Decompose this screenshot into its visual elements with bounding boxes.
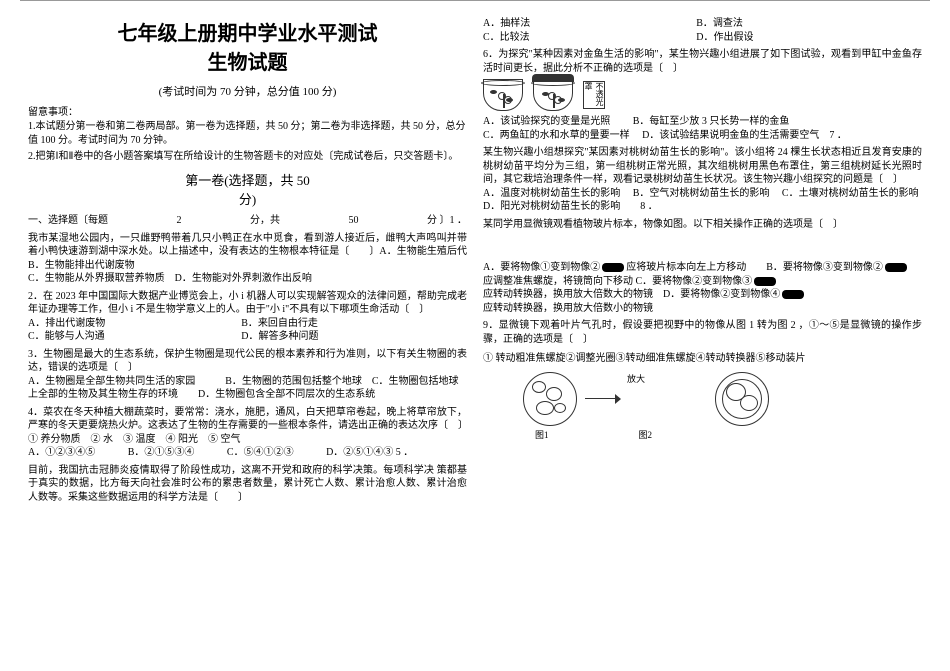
cell-icon	[726, 383, 746, 401]
stem-row: 一、选择题〔每题 2 分，共 50 分 〕1 ．	[28, 214, 467, 228]
q2-d: D．解答多种问题	[241, 330, 452, 344]
cell-icon	[532, 381, 546, 393]
cell-icon	[546, 387, 562, 401]
q4-b: B．②①⑤③④	[128, 446, 195, 460]
fishbowl-covered-icon	[533, 79, 573, 111]
q7-d: D．阳光对桃树幼苗生长的影响 8 ．	[483, 200, 658, 214]
stem-b: 2	[177, 214, 182, 228]
q5-d: D．作出假设	[696, 31, 907, 45]
q6-b: B．每缸至少放	[633, 115, 700, 129]
microscope-view2-icon	[715, 372, 769, 426]
cover-label: 不透光罩	[583, 81, 605, 109]
cell-icon	[536, 401, 554, 415]
q4-list: ① 养分物质 ② 水 ③ 温度 ④ 阳光 ⑤ 空气	[28, 433, 467, 447]
q2-a: A．排出代谢废物	[28, 317, 239, 331]
q7: 某生物兴趣小组想探究"某因素对桃树幼苗生长的影响"。该小组将 24 棵生长状态相…	[483, 146, 922, 187]
arrow-label: 放大	[627, 372, 645, 385]
q2-c: C．能够与人沟通	[28, 330, 239, 344]
q6-e: C．两鱼缸的水和水草的量要一样	[483, 129, 630, 143]
q8-fig-space	[483, 231, 922, 261]
q6-d: 只长势一样的金鱼	[709, 115, 789, 129]
q5-b: B．调查法	[696, 17, 907, 31]
fig-labels: 图1 图2	[535, 428, 922, 441]
arrow-icon	[585, 394, 621, 404]
q4: 4．菜农在冬天种植大棚蔬菜时，要常常：浇水，施肥，通风，白天把草帘卷起，晚上将草…	[28, 406, 467, 433]
exam-title-line1: 七年级上册期中学业水平测试	[28, 17, 467, 46]
q9: 9．显微镜下观着叶片气孔时，假设要把视野中的物像从图 1 转为图 2 ，①～⑤是…	[483, 319, 922, 346]
microscope-view1-icon	[523, 372, 577, 426]
q7-a: A．温度对桃树幼苗生长的影响	[483, 187, 620, 201]
q8-text-4: 应转动转换器，换用放大倍数大的物镜 D．要将物像②变到物像④	[483, 288, 780, 302]
lid-icon	[532, 74, 574, 82]
section1-a: 第一卷(选择题，共 50	[185, 173, 310, 188]
black-pill-icon	[754, 277, 776, 286]
q8: 某同学用显微镜观看植物玻片标本，物像如图。以下相关操作正确的选项是〔 〕	[483, 218, 922, 232]
q2: 2．在 2023 年中国国际大数据产业博览会上，小 i 机器人可以实现解答观众的…	[28, 290, 467, 317]
left-column: 七年级上册期中学业水平测试 生物试题 (考试时间为 70 分钟，总分值 100 …	[20, 17, 475, 504]
black-pill-icon	[602, 263, 624, 272]
q7-b: B．空气对桃树幼苗生长的影响	[633, 187, 770, 201]
q4-opts: A．①②③④⑤ B．②①⑤③④ C．⑤④①②③ D．②⑤①④③ 5 ．	[28, 446, 467, 460]
q4-a: A．①②③④⑤	[28, 446, 95, 460]
plant-icon	[553, 94, 555, 108]
q2-opts: A．排出代谢废物 B．来回自由行走 C．能够与人沟通 D．解答多种问题	[28, 317, 467, 344]
fish-icon	[542, 92, 549, 96]
fig-label-1: 图1	[535, 428, 549, 441]
q8-text-2: 应将玻片标本向左上方移动 B．要将物像③变到物像②	[626, 261, 883, 275]
q4-c: C．⑤④①②③	[227, 446, 294, 460]
stem-a: 一、选择题〔每题	[28, 214, 108, 228]
q9-figure: 放大	[523, 372, 922, 426]
q1: 我市某湿地公园内，一只雌野鸭带着几只小鸭正在水中觅食，看到游人接近后，雌鸭大声鸣…	[28, 232, 467, 273]
q3: 3．生物圈是最大的生态系统，保护生物圈是现代公民的根本素养和行为准则，以下有关生…	[28, 348, 467, 375]
top-rule	[20, 0, 930, 1]
q8-text-3: 应调整准焦螺旋，将镜筒向下移动 C．要将物像②变到物像③	[483, 275, 752, 289]
q5-opts: A．抽样法 B．调查法 C．比较法 D．作出假设	[483, 17, 922, 44]
q6-opts: A．该试验探究的变量是光照 B．每缸至少放 3 只长势一样的金鱼 C．两鱼缸的水…	[483, 115, 922, 142]
q9-steps: ① 转动粗准焦螺旋②调整光圈③转动细准焦螺旋④转动转换器⑤移动装片	[483, 352, 922, 366]
plant-icon	[503, 94, 505, 108]
notice-2: 2.把第Ⅰ和Ⅱ卷中的各小题答案填写在所给设计的生物答题卡的对应处〔完成试卷后，只…	[28, 150, 467, 164]
section1-b: 分)	[239, 192, 256, 207]
q5: 目前，我国抗击冠肺炎疫情取得了阶段性成功，这离不开党和政府的科学决策。每项科学决…	[28, 464, 467, 505]
stem-c: 分，共	[250, 214, 280, 228]
q8-text-5: 应转动转换器，换用放大倍数小的物镜	[483, 302, 653, 316]
fish-icon	[506, 98, 513, 102]
exam-title-line2: 生物试题	[28, 46, 467, 75]
cell-icon	[740, 395, 758, 411]
fig-label-2: 图2	[639, 428, 653, 441]
q8-text-1: A．要将物像①变到物像②	[483, 261, 600, 275]
q8-opts: A．要将物像①变到物像② 应将玻片标本向左上方移动 B．要将物像③变到物像②应调整…	[483, 261, 922, 315]
section1-title: 第一卷(选择题，共 50 分)	[28, 170, 467, 208]
q6-f: D．该试验结果说明金鱼的生活需要空气 7 ．	[642, 129, 847, 143]
q4-d: D．②⑤①④③ 5 ．	[326, 446, 413, 460]
fish-icon	[490, 90, 497, 94]
notice-1: 1.本试题分第一卷和第二卷两局部。第一卷为选择题，共 50 分；第二卷为非选择题…	[28, 120, 467, 148]
page-container: 七年级上册期中学业水平测试 生物试题 (考试时间为 70 分钟，总分值 100 …	[0, 5, 950, 516]
right-column: A．抽样法 B．调查法 C．比较法 D．作出假设 6．为探究"某种因素对金鱼生活…	[475, 17, 930, 504]
q6: 6．为探究"某种因素对金鱼生活的影响"，某生物兴趣小组进展了如下图试验，观看到甲…	[483, 48, 922, 75]
stem-d: 50	[349, 214, 359, 228]
fish-icon	[558, 98, 565, 102]
fishbowl-open-icon	[483, 79, 523, 111]
exam-info: (考试时间为 70 分钟，总分值 100 分)	[28, 83, 467, 99]
q5-c: C．比较法	[483, 31, 694, 45]
q6-a: A．该试验探究的变量是光照	[483, 115, 610, 129]
q6-figure: 不透光罩	[483, 79, 922, 111]
q2-b: B．来回自由行走	[241, 317, 452, 331]
stem-e: 分 〕1 ．	[427, 214, 467, 228]
cell-icon	[554, 403, 566, 413]
notice-label: 留意事项：	[28, 103, 467, 118]
q1-cd: C．生物能从外界摄取营养物质 D．生物能对外界刺激作出反响	[28, 272, 467, 286]
q5-a: A．抽样法	[483, 17, 694, 31]
q7-c: C．土壤对桃树幼苗生长的影响	[782, 187, 919, 201]
q3-opts: A．生物圈是全部生物共同生活的家园 B．生物圈的范围包括整个地球 C．生物圈包括…	[28, 375, 467, 402]
q6-num: 3	[702, 115, 707, 129]
black-pill-icon	[782, 290, 804, 299]
q7-opts: A．温度对桃树幼苗生长的影响 B．空气对桃树幼苗生长的影响 C．土壤对桃树幼苗生…	[483, 187, 922, 214]
black-pill-icon	[885, 263, 907, 272]
